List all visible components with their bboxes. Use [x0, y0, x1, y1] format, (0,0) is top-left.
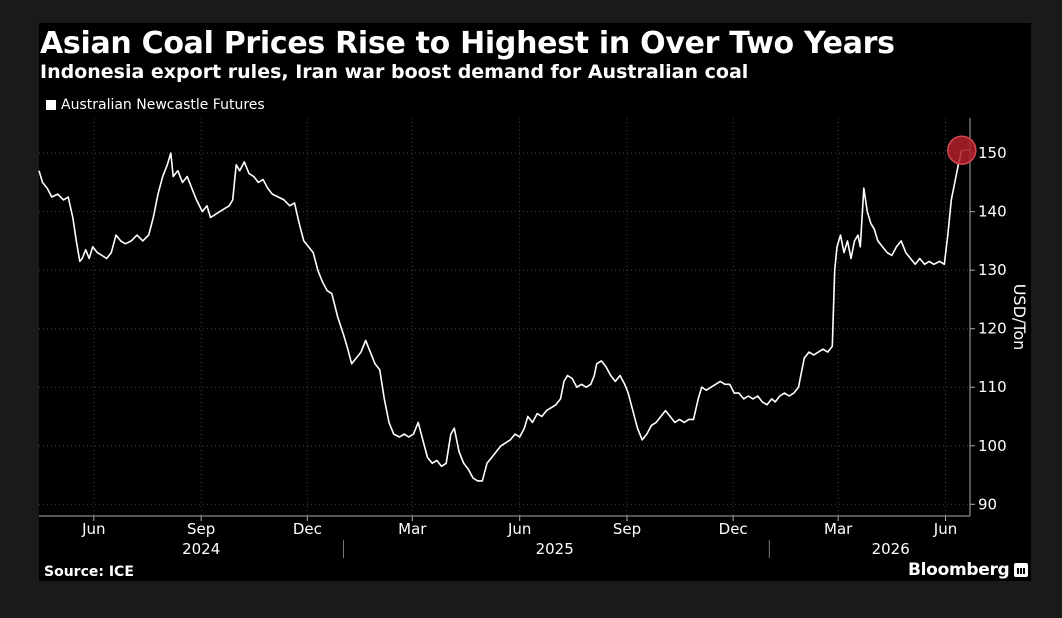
x-tick-label: Sep: [187, 520, 215, 538]
y-tick-label: 120: [978, 320, 1007, 338]
year-label: 2024: [182, 540, 220, 558]
source-note: Source: ICE: [44, 564, 134, 580]
y-tick-label: 90: [978, 495, 997, 513]
y-axis-title: USD/Ton: [1010, 284, 1029, 351]
legend-label: Australian Newcastle Futures: [61, 97, 265, 113]
y-tick-label: 140: [978, 203, 1007, 221]
brand-name: Bloomberg: [908, 560, 1010, 580]
y-tick-label: 100: [978, 437, 1007, 455]
legend: Australian Newcastle Futures: [46, 97, 265, 113]
chart-title: Asian Coal Prices Rise to Highest in Ove…: [40, 26, 895, 61]
year-label: 2026: [872, 540, 910, 558]
x-tick-label: Jun: [507, 520, 531, 538]
chart-subtitle: Indonesia export rules, Iran war boost d…: [40, 61, 749, 83]
x-tick-label: Dec: [293, 520, 322, 538]
y-tick-label: 110: [978, 378, 1007, 396]
bloomberg-chart-icon: [1014, 563, 1029, 577]
x-tick-label: Mar: [398, 520, 427, 538]
highlight-marker: [947, 135, 977, 165]
y-tick-label: 150: [978, 144, 1007, 162]
y-tick-label: 130: [978, 261, 1007, 279]
year-label: 2025: [536, 540, 574, 558]
brand-logo: Bloomberg: [908, 560, 1029, 580]
x-tick-label: Jun: [81, 520, 105, 538]
legend-swatch: [46, 100, 56, 110]
chart-card: [39, 23, 1031, 581]
series-line-newcastle-futures: [38, 150, 963, 482]
x-tick-label: Sep: [613, 520, 641, 538]
x-tick-label: Dec: [719, 520, 748, 538]
x-tick-label: Jun: [933, 520, 957, 538]
x-tick-label: Mar: [824, 520, 853, 538]
